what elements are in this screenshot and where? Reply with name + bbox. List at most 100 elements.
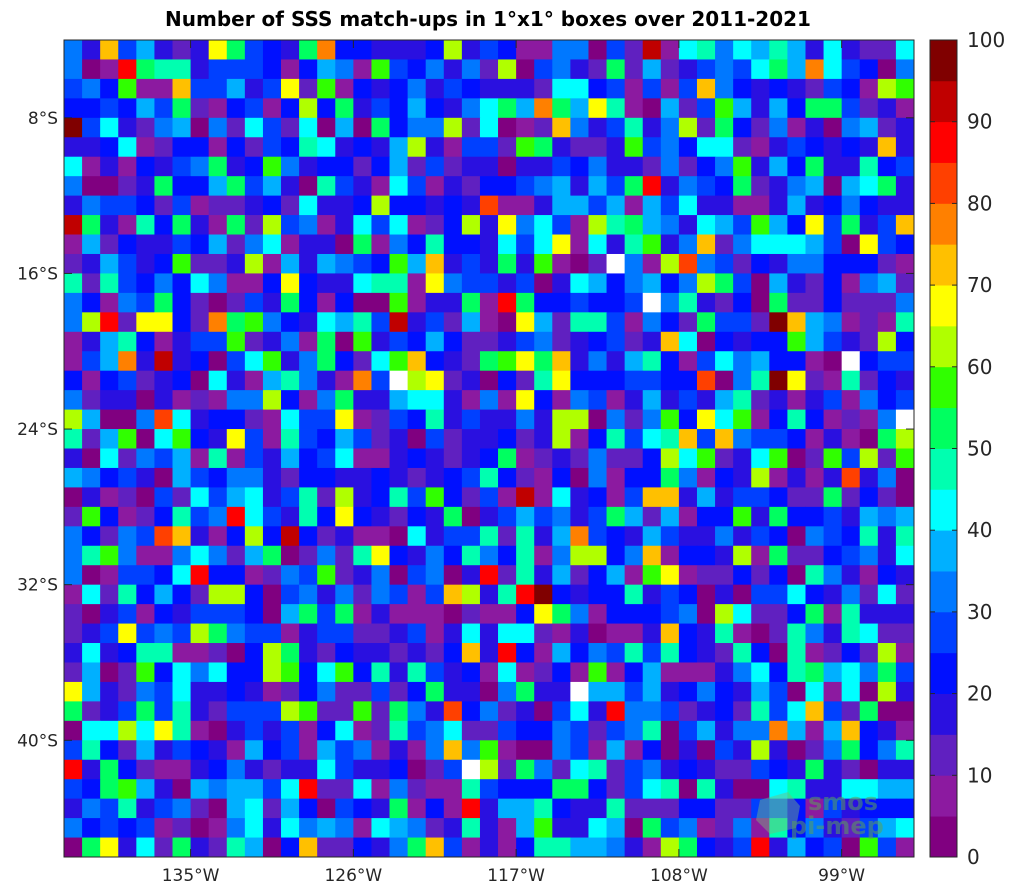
heat-cell	[660, 662, 680, 683]
heat-cell	[425, 176, 445, 197]
heat-cell	[769, 623, 788, 644]
heat-cell	[660, 506, 680, 527]
heat-cell	[281, 215, 300, 235]
heat-cell	[100, 759, 119, 780]
heat-cell	[244, 643, 264, 663]
heat-cell	[552, 545, 571, 566]
heat-cell	[208, 117, 228, 138]
heat-cell	[407, 117, 427, 138]
heat-cell	[479, 215, 499, 235]
heat-cell	[371, 390, 390, 410]
heat-cell	[353, 78, 372, 99]
heat-cell	[64, 720, 83, 741]
heat-cell	[244, 584, 264, 605]
heat-cell	[226, 467, 246, 488]
heat-cell	[841, 798, 861, 819]
heat-cell	[516, 526, 535, 547]
heat-cell	[407, 312, 427, 333]
heat-cell	[769, 545, 788, 566]
heat-cell	[624, 331, 644, 352]
heat-cell	[823, 681, 843, 702]
heat-cell	[642, 292, 662, 313]
heat-cell	[805, 798, 824, 819]
heat-cell	[841, 351, 861, 372]
heat-cell	[281, 117, 300, 138]
heat-cell	[895, 701, 915, 722]
heat-cell	[534, 584, 553, 605]
heat-cell	[588, 234, 607, 255]
colorbar-tick-label: 70	[967, 273, 992, 297]
heat-cell	[118, 545, 137, 566]
heat-cell	[208, 681, 228, 702]
heat-cell	[461, 681, 481, 702]
heat-cell	[769, 604, 788, 624]
heat-cell	[371, 448, 390, 469]
heat-cell	[64, 409, 83, 430]
heat-cell	[335, 117, 354, 138]
heat-cell	[570, 409, 589, 430]
heat-cell	[208, 818, 228, 838]
heat-cell	[823, 273, 843, 294]
heat-cell	[895, 98, 915, 119]
heat-cell	[407, 273, 427, 294]
heat-cell	[172, 370, 191, 391]
heat-cell	[787, 779, 806, 800]
heat-cell	[136, 351, 155, 372]
heat-cell	[317, 467, 336, 488]
heat-cell	[516, 390, 535, 410]
heat-cell	[805, 292, 824, 313]
heat-cell	[696, 78, 716, 99]
colorbar-segment	[930, 203, 957, 245]
heat-cell	[877, 59, 897, 80]
heat-cell	[82, 156, 101, 177]
heat-cell	[100, 798, 119, 819]
heat-cell	[624, 40, 644, 60]
heat-cell	[461, 390, 481, 410]
heat-cell	[715, 681, 734, 702]
heat-cell	[479, 195, 499, 216]
heat-cell	[751, 779, 770, 800]
heat-cell	[823, 720, 843, 741]
heat-cell	[407, 487, 427, 508]
heat-cell	[172, 176, 191, 197]
heat-cell	[570, 351, 589, 372]
heat-cell	[859, 740, 879, 761]
heat-cell	[823, 292, 843, 313]
heat-cell	[877, 545, 897, 566]
heat-cell	[281, 253, 300, 274]
heat-cell	[534, 292, 553, 313]
heat-cell	[805, 779, 824, 800]
heat-cell	[696, 429, 716, 449]
heat-cell	[660, 798, 680, 819]
heat-cell	[624, 837, 644, 858]
plot-frame	[63, 39, 915, 858]
heat-cell	[859, 565, 879, 586]
heat-cell	[299, 59, 318, 80]
heat-cell	[751, 701, 770, 722]
heat-cell	[733, 643, 752, 663]
heat-cell	[425, 467, 445, 488]
heat-cell	[100, 662, 119, 683]
heat-cell	[299, 779, 318, 800]
heat-cell	[498, 390, 517, 410]
heat-cell	[733, 779, 752, 800]
heat-cell	[443, 701, 463, 722]
heat-cell	[769, 370, 788, 391]
heat-cell	[461, 701, 481, 722]
heat-cell	[172, 390, 191, 410]
heat-cell	[606, 448, 626, 469]
heat-cell	[172, 234, 191, 255]
logo-line-2: pi-mep	[790, 812, 884, 840]
heat-cell	[660, 759, 680, 780]
heat-cell	[64, 526, 83, 547]
heat-cell	[136, 234, 155, 255]
heat-cell	[498, 798, 517, 819]
heat-cell	[190, 720, 210, 741]
heat-cell	[226, 98, 246, 119]
heat-cell	[570, 487, 589, 508]
heat-cell	[895, 292, 915, 313]
heat-cell	[588, 351, 607, 372]
heat-cell	[407, 565, 427, 586]
heat-cell	[534, 59, 553, 80]
heat-cell	[859, 331, 879, 352]
